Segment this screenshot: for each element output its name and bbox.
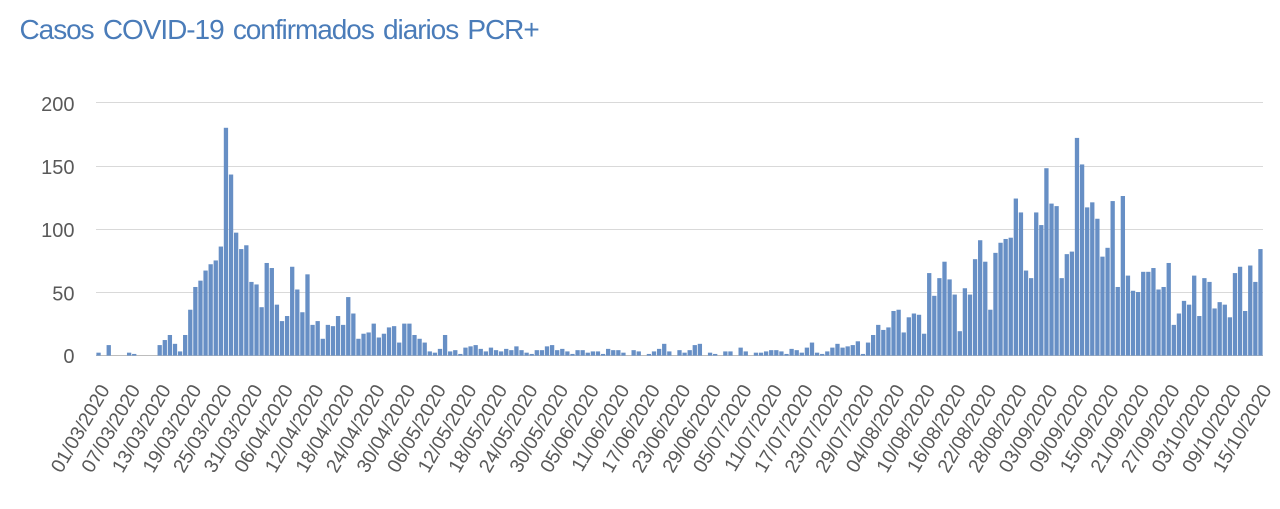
svg-text:100: 100	[41, 220, 74, 242]
svg-text:200: 200	[41, 94, 74, 116]
svg-text:150: 150	[41, 157, 74, 179]
svg-text:50: 50	[52, 283, 74, 305]
svg-text:0: 0	[63, 346, 74, 368]
svg-text:Casos COVID-19 confirmados dia: Casos COVID-19 confirmados diarios PCR+	[20, 14, 539, 45]
